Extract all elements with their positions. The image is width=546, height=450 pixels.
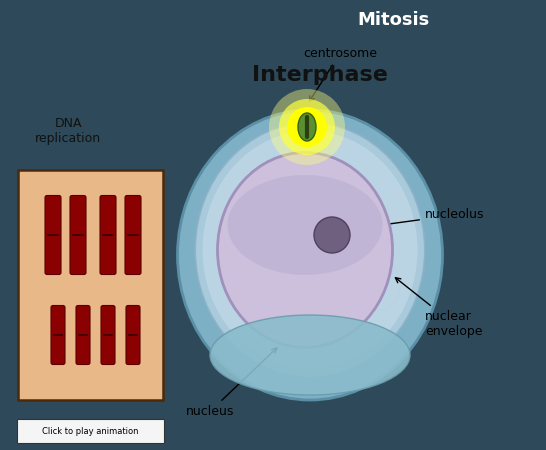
Text: Interphase: Interphase — [252, 65, 388, 85]
FancyBboxPatch shape — [45, 195, 61, 274]
FancyBboxPatch shape — [18, 170, 163, 400]
Ellipse shape — [298, 113, 316, 141]
Ellipse shape — [360, 260, 400, 310]
Ellipse shape — [210, 315, 410, 395]
Circle shape — [269, 89, 345, 165]
FancyBboxPatch shape — [101, 306, 115, 364]
FancyBboxPatch shape — [51, 306, 65, 364]
Ellipse shape — [203, 131, 418, 369]
Text: DNA
replication: DNA replication — [35, 117, 101, 145]
FancyBboxPatch shape — [100, 195, 116, 274]
Circle shape — [287, 107, 327, 147]
Ellipse shape — [217, 153, 393, 347]
Ellipse shape — [220, 251, 260, 299]
Text: nucleus: nucleus — [186, 348, 277, 418]
Ellipse shape — [228, 175, 383, 275]
FancyBboxPatch shape — [126, 306, 140, 364]
Text: nucleolus: nucleolus — [349, 208, 484, 231]
FancyBboxPatch shape — [17, 419, 164, 443]
Text: Mitosis: Mitosis — [357, 11, 429, 29]
Circle shape — [279, 99, 335, 155]
Text: nuclear
envelope: nuclear envelope — [395, 278, 483, 338]
Ellipse shape — [242, 205, 298, 245]
FancyBboxPatch shape — [70, 195, 86, 274]
Ellipse shape — [177, 110, 442, 400]
Ellipse shape — [295, 328, 365, 363]
FancyBboxPatch shape — [125, 195, 141, 274]
Ellipse shape — [320, 233, 380, 278]
Text: Click to play animation: Click to play animation — [41, 427, 138, 436]
Ellipse shape — [258, 323, 323, 357]
FancyBboxPatch shape — [76, 306, 90, 364]
Circle shape — [314, 217, 350, 253]
Text: centrosome: centrosome — [303, 47, 377, 101]
Ellipse shape — [195, 122, 425, 378]
